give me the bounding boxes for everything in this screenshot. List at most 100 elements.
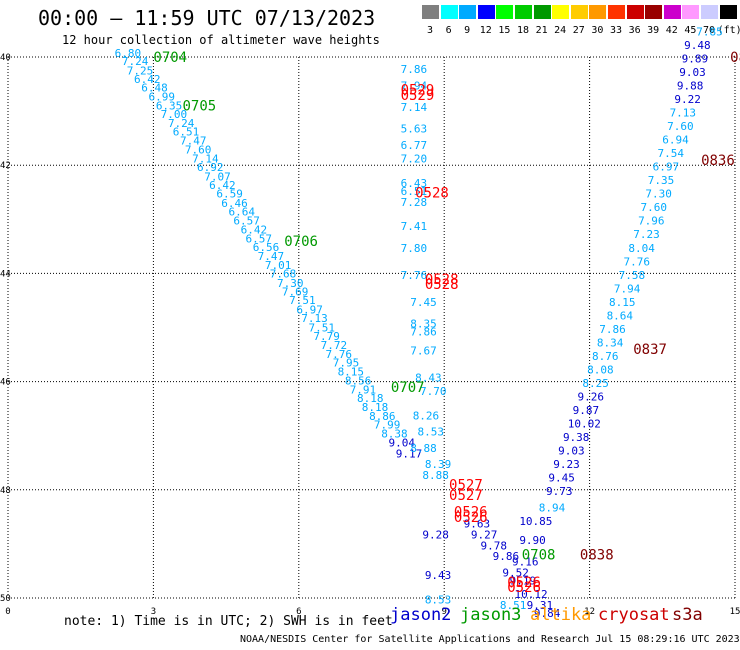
swh-value: 7.79 — [313, 330, 340, 343]
swh-value: 6.59 — [216, 188, 243, 201]
colorbar-label: 18 — [516, 25, 530, 36]
swh-value: 7.41 — [401, 220, 428, 233]
colorbar-label: 12 — [479, 25, 492, 36]
swh-value: 7.20 — [401, 152, 428, 165]
swh-value: 9.16 — [512, 556, 539, 569]
swh-value: 8.53 — [418, 426, 445, 439]
track-label: 0708 — [522, 548, 556, 564]
track-label: 0526 — [454, 510, 488, 526]
swh-value: 9.23 — [553, 458, 580, 471]
swh-value: 7.94 — [401, 79, 428, 92]
swh-value: 7.99 — [374, 419, 401, 432]
swh-value: 6.42 — [209, 179, 236, 192]
legend-jason2: jason2 — [390, 605, 452, 625]
swh-value: 5.63 — [401, 123, 428, 136]
swh-value: 8.15 — [338, 366, 365, 379]
swh-value: 9.88 — [677, 79, 704, 92]
swh-value: 8.38 — [381, 427, 408, 440]
swh-value: 9.52 — [502, 566, 529, 579]
swh-value: 7.72 — [321, 339, 348, 352]
track-label: 0836 — [701, 153, 735, 169]
swh-value: 7.47 — [180, 135, 207, 148]
colorbar-label: 39 — [647, 25, 660, 36]
map-subtitle: 12 hour collection of altimeter wave hei… — [62, 33, 380, 47]
swh-value: 8.53 — [425, 593, 452, 606]
swh-value: 6.51 — [401, 185, 428, 198]
swh-value: 6.56 — [253, 241, 279, 254]
colorbar-swatch — [719, 5, 737, 19]
swh-value: 7.69 — [282, 286, 309, 299]
swh-value: 6.35 — [156, 99, 183, 112]
track-label: 0528 — [425, 272, 459, 288]
colorbar-label: 45 — [684, 25, 697, 36]
y-tick-label: 48 — [0, 486, 11, 496]
swh-value: 9.19 — [510, 574, 537, 587]
swh-value: 7.96 — [638, 215, 665, 228]
swh-value: 7.94 — [614, 282, 641, 295]
legend-s3a: s3a — [672, 605, 703, 625]
swh-value: 7.13 — [670, 107, 697, 120]
y-tick-label: 44 — [0, 269, 11, 279]
colorbar-label: 24 — [554, 25, 567, 36]
swh-value: 10.12 — [514, 588, 547, 601]
colorbar-swatch — [552, 5, 570, 19]
swh-value: 7.24 — [122, 55, 149, 68]
swh-value: 6.57 — [233, 215, 260, 228]
map-title: 00:00 — 11:59 UTC 07/13/2023 — [38, 6, 376, 30]
swh-value: 7.76 — [325, 348, 352, 361]
track-label: 0528 — [415, 185, 449, 201]
swh-value: 8.08 — [587, 363, 614, 376]
swh-value: 8.51 — [500, 599, 526, 612]
track-label: 0838 — [580, 548, 614, 564]
swh-value: 9.84 — [534, 607, 561, 620]
swh-value: 8.43 — [415, 372, 442, 385]
swh-value: 7.60 — [185, 143, 212, 156]
swh-value: 7.58 — [619, 269, 646, 282]
colorbar-swatch — [477, 5, 495, 19]
swh-value: 9.03 — [558, 445, 585, 458]
swh-value: 7.13 — [301, 312, 328, 325]
colorbar-swatch — [570, 5, 588, 19]
x-tick-label: 6 — [296, 607, 301, 617]
track-label: 0705 — [182, 99, 216, 115]
swh-value: 8.18 — [362, 401, 389, 414]
swh-value: 9.22 — [674, 93, 701, 106]
swh-value: 8.04 — [628, 242, 655, 255]
track-label: 0529 — [401, 82, 435, 98]
track-label: 0707 — [391, 380, 425, 396]
swh-value: 8.39 — [425, 458, 452, 471]
legend-cryosat: cryosat — [598, 605, 670, 625]
swh-value: 10.02 — [568, 418, 601, 431]
track-label: 0527 — [449, 477, 483, 493]
swh-value: 7.70 — [420, 385, 447, 398]
swh-value: 7.86 — [410, 326, 437, 339]
swh-value: 6.46 — [221, 197, 248, 210]
legend-jason3: jason3 — [460, 605, 522, 625]
swh-value: 9.43 — [425, 569, 452, 582]
swh-value: 7.28 — [401, 196, 428, 209]
footer-credit: NOAA/NESDIS Center for Satellite Applica… — [240, 634, 740, 645]
swh-value: 8.35 — [410, 318, 437, 331]
swh-value: 7.76 — [401, 269, 428, 282]
swh-value: 9.87 — [573, 404, 600, 417]
track-label: 083 — [730, 50, 740, 66]
swh-value: 7.80 — [401, 242, 428, 255]
colorbar-label: 30 — [591, 25, 604, 36]
colorbar-swatch — [645, 5, 663, 19]
swh-value: 9.90 — [519, 534, 546, 547]
swh-value: 6.92 — [197, 161, 224, 174]
swh-value: 7.51 — [308, 321, 335, 334]
swh-value: 9.38 — [563, 431, 590, 444]
note-text: note: 1) Time is in UTC; 2) SWH is in fe… — [64, 614, 393, 629]
track-label: 0526 — [507, 575, 541, 591]
swh-value: 9.48 — [684, 39, 711, 52]
x-tick-label: 9 — [441, 607, 446, 617]
swh-value: 7.86 — [599, 323, 626, 336]
swh-value: 6.77 — [401, 139, 428, 152]
swh-value: 8.26 — [413, 409, 440, 422]
swh-value: 7.95 — [333, 356, 360, 369]
swh-value: 7.30 — [645, 188, 672, 201]
swh-value: 9.45 — [548, 472, 575, 485]
swh-value: 7.35 — [648, 174, 675, 187]
